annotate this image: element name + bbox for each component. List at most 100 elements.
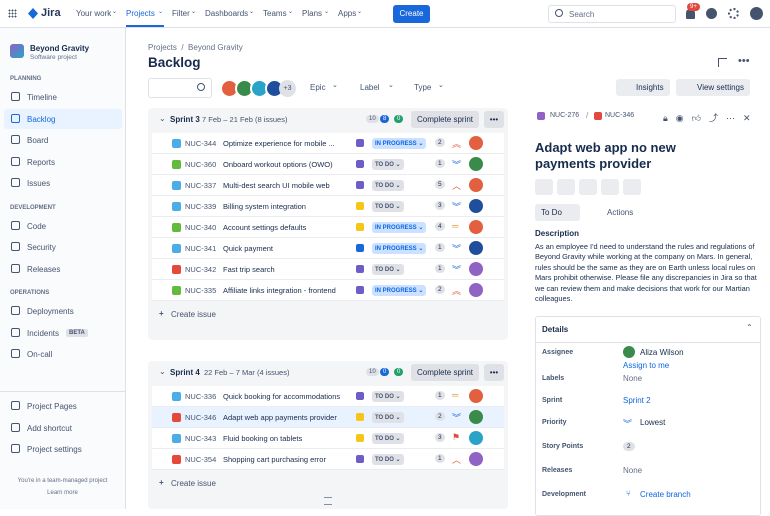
sprint-more[interactable]: ••• <box>484 364 504 381</box>
link[interactable] <box>601 179 619 195</box>
notifications[interactable] <box>686 9 695 19</box>
side-item[interactable]: Code <box>27 221 47 231</box>
settings[interactable] <box>728 8 739 19</box>
status-pill[interactable]: TO DO ⌄ <box>372 159 404 170</box>
issue-row[interactable]: NUC-339 Billing system integration TO DO ⌄… <box>152 196 504 217</box>
status-pill[interactable]: IN PROGRESS ⌄ <box>372 222 427 233</box>
assignee-avatar[interactable] <box>469 178 483 192</box>
nav-item[interactable]: Dashboards <box>205 9 249 18</box>
assignee-avatar[interactable] <box>469 157 483 171</box>
side-item[interactable]: On-call <box>27 350 53 359</box>
expand[interactable] <box>718 58 727 67</box>
collapse-chevron[interactable]: ⌄ <box>159 367 166 376</box>
crumb[interactable]: Projects <box>148 43 177 52</box>
status-pill[interactable]: IN PROGRESS ⌄ <box>372 285 427 296</box>
search-box[interactable]: Search <box>548 5 676 23</box>
parent-key[interactable]: NUC-276 <box>550 112 580 119</box>
issue-row[interactable]: NUC-344 Optimize experience for mobile ..… <box>152 133 504 154</box>
create-issue-text[interactable]: Create issue <box>171 479 216 488</box>
issue-summary[interactable]: Billing system integration <box>223 202 306 211</box>
issue-key[interactable]: NUC-340 <box>185 223 217 232</box>
issue-row[interactable]: NUC-354 Shopping cart purchasing error TO … <box>152 449 504 470</box>
status-pill[interactable]: TO DO ⌄ <box>372 264 404 275</box>
side-item[interactable]: Backlog <box>27 114 56 124</box>
issue-row[interactable]: NUC-360 Onboard workout options (OWO) TO D… <box>152 154 504 175</box>
nav-item[interactable]: Apps <box>338 9 357 18</box>
side-item[interactable]: Incidents <box>27 328 60 338</box>
issue-row[interactable]: NUC-343 Fluid booking on tablets TO DO ⌄ 3 ⚑ <box>152 428 504 449</box>
insights-button[interactable]: Insights <box>616 79 670 96</box>
status-pill[interactable]: TO DO ⌄ <box>372 201 404 212</box>
issue-key[interactable]: NUC-343 <box>185 434 217 443</box>
issue-summary[interactable]: Account settings defaults <box>223 223 307 232</box>
issue-row[interactable]: NUC-340 Account settings defaults IN PROGR… <box>152 217 504 238</box>
assign-to-me[interactable]: Assign to me <box>623 361 670 370</box>
assignee-avatar[interactable] <box>469 452 483 466</box>
create-button[interactable]: Create <box>393 5 430 23</box>
issue-key[interactable]: NUC-344 <box>185 139 217 148</box>
side-item[interactable]: Deployments <box>27 307 74 316</box>
learn-more[interactable]: Learn more <box>47 490 78 496</box>
sprint-more[interactable]: ••• <box>484 111 504 128</box>
issue-summary[interactable]: Fast trip search <box>223 265 275 274</box>
filter-dropdown[interactable]: Type <box>414 83 432 92</box>
side-item[interactable]: Security <box>27 243 56 252</box>
profile[interactable] <box>750 7 763 20</box>
issue-key[interactable]: NUC-337 <box>185 181 217 190</box>
issue-row[interactable]: NUC-341 Quick payment IN PROGRESS ⌄ 1 ︾ <box>152 238 504 259</box>
collapse[interactable]: ⌃ <box>746 323 753 332</box>
issue-key[interactable]: NUC-346 <box>185 413 217 422</box>
actions[interactable]: Actions <box>607 208 634 217</box>
sprint-name[interactable]: Sprint 4 <box>170 368 200 377</box>
side-item[interactable]: Releases <box>27 264 61 274</box>
side-item[interactable]: Issues <box>27 179 51 188</box>
status-pill[interactable]: TO DO ⌄ <box>372 454 404 465</box>
sprint-name[interactable]: Sprint 3 <box>170 115 200 124</box>
status-pill[interactable]: IN PROGRESS ⌄ <box>372 138 427 149</box>
complete-sprint-button[interactable]: Complete sprint <box>411 364 480 381</box>
logo[interactable]: Jira <box>41 7 61 19</box>
resize-handle[interactable] <box>324 497 332 505</box>
status-pill[interactable]: IN PROGRESS ⌄ <box>372 243 427 254</box>
assignee-avatar[interactable] <box>469 431 483 445</box>
nav-item[interactable]: Projects <box>126 9 155 18</box>
attach[interactable] <box>535 179 553 195</box>
nav-item[interactable]: Your work <box>76 9 112 18</box>
status-pill[interactable]: TO DO ⌄ <box>372 433 404 444</box>
issue-summary[interactable]: Multi-dest search UI mobile web <box>223 181 330 190</box>
child-issue[interactable] <box>557 179 575 195</box>
panel-actions[interactable]: 🔒︎◉👍︎⤴︎⋯✕ <box>663 113 759 123</box>
field-value[interactable]: Create branch <box>640 490 691 499</box>
nav-item[interactable]: Plans <box>302 9 323 18</box>
issue-summary[interactable]: Onboard workout options (OWO) <box>223 160 333 169</box>
issue-key[interactable]: NUC-335 <box>185 286 217 295</box>
help[interactable] <box>706 8 717 19</box>
assignee-avatar[interactable] <box>469 241 483 255</box>
status-pill[interactable]: TO DO ⌄ <box>372 412 404 423</box>
issue-summary[interactable]: Fluid booking on tablets <box>223 434 303 443</box>
issue-key[interactable]: NUC-360 <box>185 160 217 169</box>
side-item[interactable]: Project settings <box>27 445 82 454</box>
side-item[interactable]: Board <box>27 136 49 145</box>
issue-summary[interactable]: Optimize experience for mobile ... <box>223 139 335 148</box>
create-issue[interactable]: + <box>159 309 164 318</box>
filter-dropdown[interactable]: Label <box>360 83 380 92</box>
side-item[interactable]: Reports <box>27 157 56 167</box>
issue-summary[interactable]: Quick booking for accommodations <box>223 392 341 401</box>
field-value[interactable]: Sprint 2 <box>623 396 651 405</box>
issue-row[interactable]: NUC-346 Adapt web app payments provider TO… <box>152 407 504 428</box>
status-dropdown[interactable]: To Do <box>535 204 580 221</box>
checklist[interactable] <box>579 179 597 195</box>
view-settings-button[interactable]: View settings <box>676 79 750 96</box>
collapse-chevron[interactable]: ⌄ <box>159 114 166 123</box>
backlog-search[interactable] <box>148 78 212 98</box>
issue-summary[interactable]: Affiliate links integration - frontend <box>223 286 336 295</box>
issue-summary[interactable]: Quick payment <box>223 244 274 253</box>
crumb[interactable]: Beyond Gravity <box>188 43 243 52</box>
issue-key[interactable]: NUC-346 <box>605 112 635 119</box>
assignee-avatar[interactable] <box>469 199 483 213</box>
more[interactable] <box>623 179 641 195</box>
issue-summary[interactable]: Adapt web app payments provider <box>223 413 337 422</box>
assignee-avatar[interactable] <box>469 389 483 403</box>
status-pill[interactable]: TO DO ⌄ <box>372 180 404 191</box>
